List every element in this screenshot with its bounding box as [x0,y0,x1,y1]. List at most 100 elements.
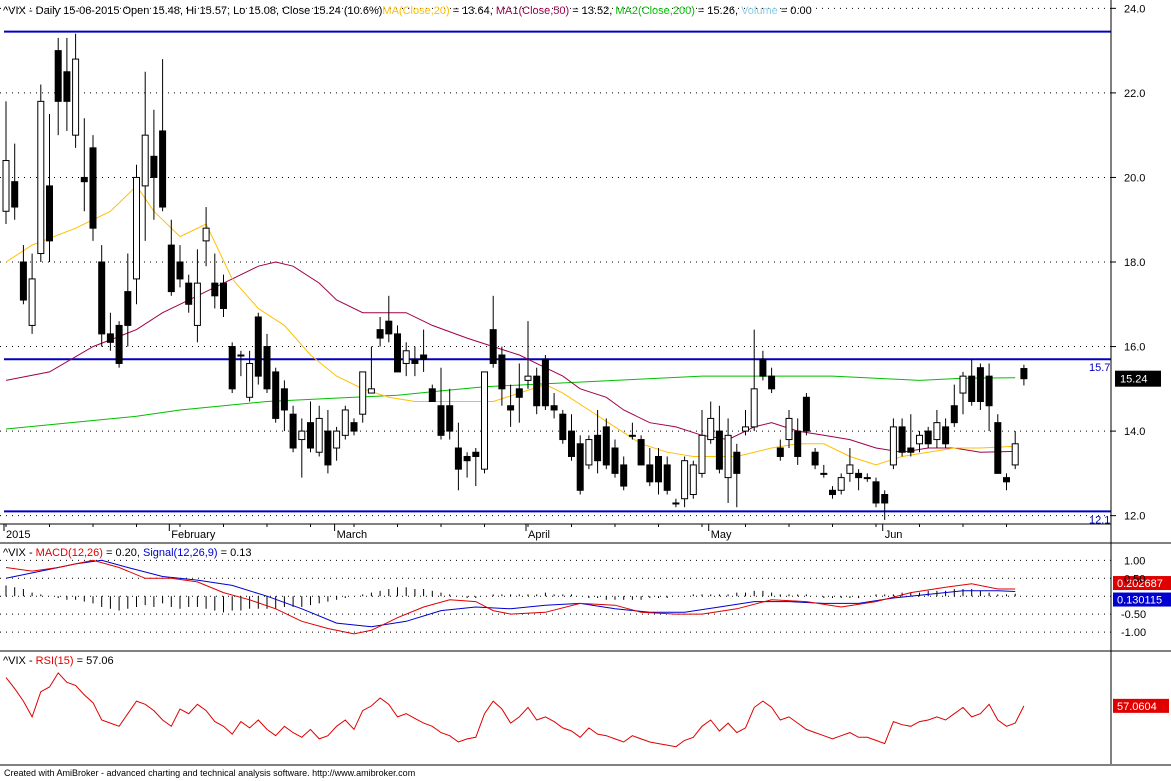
candle-body [11,181,19,208]
candle-body [481,371,488,470]
candle-body [794,430,802,457]
candle-body [246,362,254,398]
candle-body [454,447,462,470]
candle-body [185,282,193,305]
rsi-header: ^VIX - RSI(15) = 57.06 [3,655,114,667]
candle-body [437,405,445,436]
candle-body [37,100,45,255]
header-segment: MA(Close,20) [382,5,449,17]
header-segment: ^VIX - [3,547,36,559]
candle-body [376,329,384,339]
candle-body [924,430,932,445]
candle-body [220,282,227,310]
candle-body [237,354,245,357]
candle-body [1011,443,1019,466]
candle-body [655,455,662,483]
candle-body [724,434,732,479]
horizontal-line-label: 12.1 [1089,514,1110,526]
price-tick-label: 20.0 [1124,172,1145,184]
signal-line [5,559,1016,628]
candle-body [463,455,471,462]
candle-body [1020,368,1028,380]
header-segment: MACD(12,26) [36,547,103,559]
header-segment: ^VIX - [3,655,36,667]
candle-body [715,430,723,470]
price-tick-label: 22.0 [1124,88,1145,100]
grid-layer [0,7,1111,633]
candle-body [367,388,375,394]
macd-value-tag [1113,576,1171,591]
candle-body [359,371,367,415]
candle-body [524,375,532,381]
header-segment: Signal(12,26,9) [143,547,218,559]
candle-body [576,443,584,491]
candle-body [124,291,132,326]
candle-body [689,464,697,496]
candle-body [515,388,523,398]
candle-body [307,422,314,449]
candle-body [994,422,1002,474]
candle-body [594,434,602,462]
candle-body [507,405,515,411]
candle-body [141,134,149,187]
candle-body [985,375,993,407]
macd-value-tag-label: 0.202687 [1117,578,1163,590]
month-label: May [711,529,732,541]
candle-body [568,430,575,457]
header-segment: = 13.52, [569,5,615,17]
candle-body [768,375,776,390]
candle-body [228,346,236,390]
candle-body [202,227,210,242]
candle-body [681,460,689,500]
candle-body [106,333,114,343]
candle-body [446,405,454,432]
price-tick-label: 18.0 [1124,257,1145,269]
candle-body [89,147,97,229]
candle-body [193,282,201,326]
candle-body [298,430,306,441]
candle-body [750,388,758,428]
footer-credit: Created with AmiBroker - advanced charti… [4,768,416,778]
candle-body [855,472,863,479]
candle-body [19,261,27,301]
candle-body [976,367,984,403]
candle-body [159,130,167,208]
candle-body [785,417,793,441]
header-segment: = 0.20, [103,547,143,559]
candle-body [54,50,62,102]
candle-body [72,58,80,136]
candle-body [333,430,341,449]
candle-body [550,405,558,411]
last-close-tag [1115,370,1161,387]
ma200-line [5,375,1016,430]
header-segment: = 0.13 [218,547,252,559]
rsi-line [5,672,1025,748]
macd-tick-label: -0.50 [1121,609,1146,621]
header-segment: Volume [741,5,778,17]
candle-body [672,502,680,505]
candle-body [933,422,941,441]
candle-body [385,320,393,335]
header-segment: MA2(Close,200) [615,5,694,17]
candle-body [628,434,636,437]
candle-body [837,477,845,491]
candle-body [776,447,784,457]
rsi-pane: 57.0604 [5,672,1169,748]
candle-body [498,354,506,390]
candle-body [420,354,428,360]
horizontal-line-label: 15.7 [1089,362,1110,374]
candle-body [394,333,401,373]
candle-body [950,405,958,424]
candle-body [167,244,175,293]
candle-body [881,494,889,504]
signal-value-tag-label: 0.130115 [1117,595,1162,607]
month-label: 2015 [6,529,30,541]
candle-body [289,413,297,449]
candle-body [611,447,619,474]
candle-body [80,176,88,183]
month-label: February [171,529,216,541]
candle-body [811,451,819,466]
candle-body [46,185,53,242]
candle-body [541,358,549,407]
